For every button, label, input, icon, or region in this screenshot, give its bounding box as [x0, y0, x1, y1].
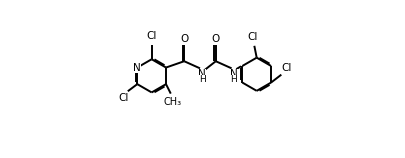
- Text: H: H: [230, 75, 237, 84]
- Text: O: O: [180, 34, 188, 44]
- Text: H: H: [198, 75, 205, 84]
- Text: CH₃: CH₃: [163, 97, 181, 107]
- Text: Cl: Cl: [117, 93, 128, 103]
- Text: N: N: [133, 63, 141, 73]
- Text: Cl: Cl: [280, 63, 290, 73]
- Text: O: O: [211, 34, 220, 44]
- Text: Cl: Cl: [247, 32, 257, 42]
- Text: N: N: [198, 69, 206, 79]
- Text: N: N: [230, 69, 237, 79]
- Text: Cl: Cl: [146, 31, 156, 41]
